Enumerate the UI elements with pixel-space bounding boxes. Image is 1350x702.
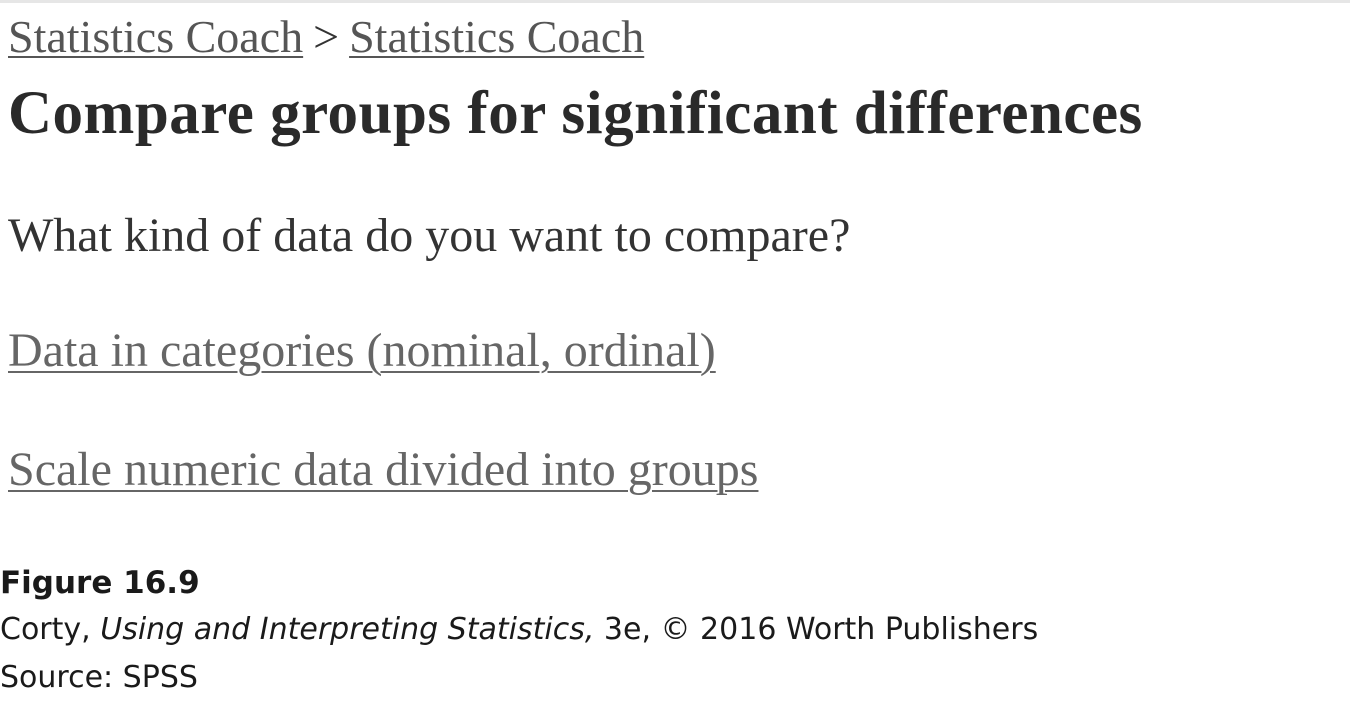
breadcrumb: Statistics Coach > Statistics Coach	[8, 10, 644, 64]
figure-credit: Corty, Using and Interpreting Statistics…	[0, 606, 1350, 654]
credit-edition-copyright: 3e, © 2016 Worth Publishers	[603, 612, 1039, 647]
breadcrumb-separator: >	[313, 11, 340, 62]
breadcrumb-link-statistics-coach[interactable]: Statistics Coach	[8, 11, 304, 62]
figure-label: Figure 16.9	[0, 565, 200, 601]
figure-source: Source: SPSS	[0, 660, 198, 695]
top-divider	[0, 0, 1350, 3]
option-link-scale-numeric-data[interactable]: Scale numeric data divided into groups	[8, 443, 759, 496]
question-text: What kind of data do you want to compare…	[8, 209, 851, 262]
option-link-categorical-data[interactable]: Data in categories (nominal, ordinal)	[8, 324, 716, 377]
statistics-coach-screen: Statistics Coach > Statistics Coach Compar…	[8, 10, 1143, 496]
breadcrumb-link-statistics-coach-current[interactable]: Statistics Coach	[349, 11, 645, 62]
credit-book-title: Using and Interpreting Statistics,	[100, 612, 595, 647]
page-title: Compare groups for significant differenc…	[8, 80, 1143, 147]
credit-author: Corty,	[0, 612, 91, 647]
figure-caption: Figure 16.9 Corty, Using and Interpretin…	[0, 560, 1350, 702]
